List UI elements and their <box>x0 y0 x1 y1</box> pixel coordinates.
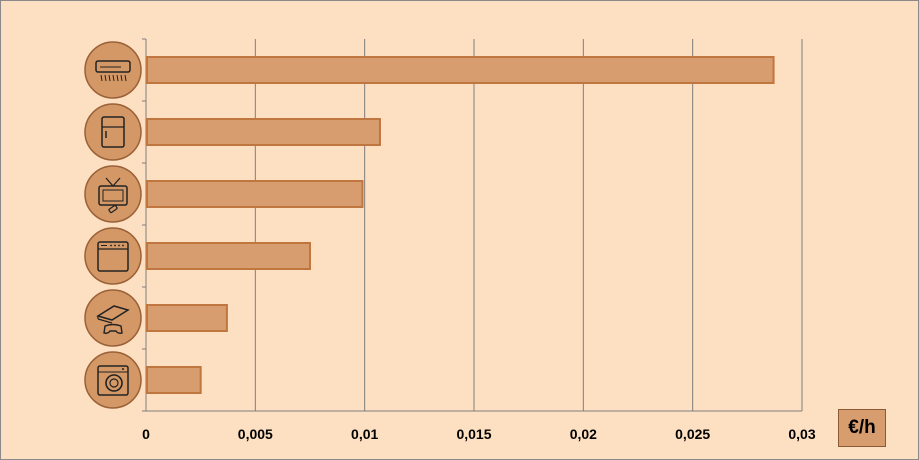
x-tick-label: 0,025 <box>675 426 710 442</box>
x-tick-label: 0,03 <box>788 426 815 442</box>
x-tick-label: 0,015 <box>456 426 491 442</box>
refrigerator-icon <box>84 103 142 161</box>
bar-refrigerator <box>146 118 381 146</box>
x-tick-label: 0,02 <box>570 426 597 442</box>
bar-washing-machine <box>146 366 202 394</box>
x-tick-label: 0,005 <box>238 426 273 442</box>
bar-television <box>146 180 364 208</box>
x-tick-label: 0 <box>142 426 150 442</box>
television-icon <box>84 165 142 223</box>
x-tick-label: 0,01 <box>351 426 378 442</box>
unit-label: €/h <box>838 409 886 447</box>
game-console-icon <box>84 289 142 347</box>
bar-dishwasher <box>146 242 311 270</box>
bar-air-conditioner <box>146 56 775 84</box>
washing-machine-icon <box>84 351 142 409</box>
dishwasher-icon <box>84 227 142 285</box>
bar-game-console <box>146 304 228 332</box>
air-conditioner-icon <box>84 41 142 99</box>
